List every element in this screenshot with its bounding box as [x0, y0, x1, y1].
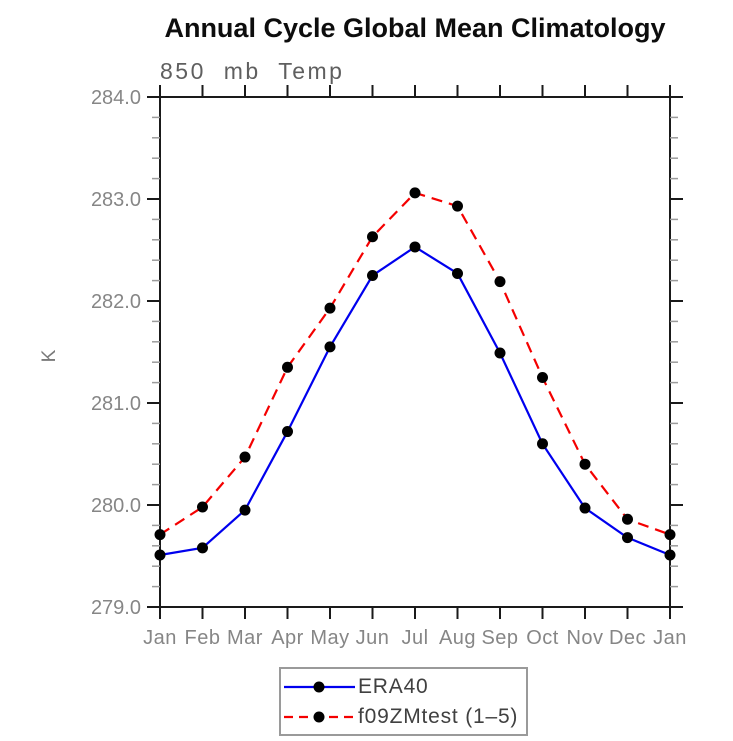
legend-marker-dot: [313, 711, 325, 722]
chart-subtitle: 850 mb Temp: [160, 58, 344, 84]
y-axis-title: K: [39, 349, 60, 362]
legend-label-era40: ERA40: [358, 674, 429, 698]
xtick-label: Jan: [653, 627, 687, 649]
xtick-label: Sep: [481, 627, 518, 649]
xtick-label: Oct: [526, 627, 559, 649]
legend: ERA40 f09ZMtest (1–5): [279, 667, 528, 736]
ytick-label: 281.0: [91, 393, 141, 415]
ytick-label: 279.0: [91, 597, 141, 619]
xtick-label: May: [310, 627, 349, 649]
legend-item-era40: ERA40: [283, 674, 526, 699]
xtick-label: Dec: [609, 627, 646, 649]
chart-title: Annual Cycle Global Mean Climatology: [164, 13, 666, 43]
legend-line-sample-solid: [284, 681, 355, 692]
minor-ticks: [152, 116, 678, 588]
xtick-label: Mar: [227, 627, 263, 649]
xtick-label: Jul: [401, 627, 428, 649]
xtick-label: Nov: [566, 627, 603, 649]
data-markers: [154, 187, 676, 561]
ytick-label: 280.0: [91, 495, 141, 517]
legend-item-f09zmtest: f09ZMtest (1–5): [283, 704, 526, 729]
ytick-label: 284.0: [91, 87, 141, 109]
xtick-label: Feb: [185, 627, 221, 649]
xtick-label: Jun: [356, 627, 390, 649]
legend-marker-dot: [313, 681, 325, 692]
ytick-label: 283.0: [91, 189, 141, 211]
legend-line-sample-dashed: [284, 711, 355, 722]
xtick-label: Aug: [439, 627, 476, 649]
major-ticks: [147, 85, 683, 619]
xtick-label: Jan: [143, 627, 177, 649]
series-line-0: [159, 245, 671, 557]
legend-label-f09zmtest: f09ZMtest (1–5): [358, 704, 519, 728]
plot-frame: [147, 85, 683, 619]
ytick-label: 282.0: [91, 291, 141, 313]
xtick-label: Apr: [271, 627, 304, 649]
